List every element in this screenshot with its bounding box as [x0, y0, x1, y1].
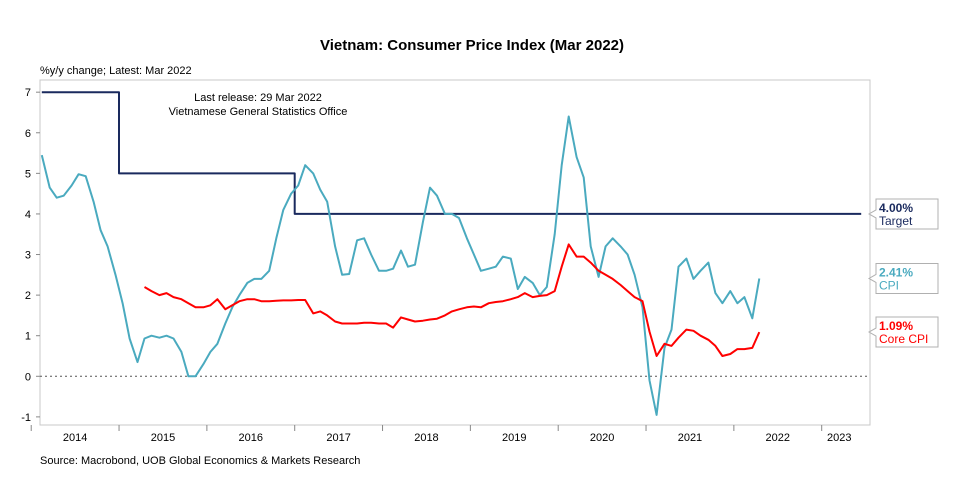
end-labels: 4.00%Target 2.41%CPI 1.09%Core CPI — [867, 198, 939, 348]
x-tick-label: 2021 — [678, 432, 702, 444]
y-tick-label: 4 — [25, 209, 31, 221]
source-note: Source: Macrobond, UOB Global Economics … — [40, 455, 360, 467]
chart-title: Vietnam: Consumer Price Index (Mar 2022) — [320, 37, 624, 54]
end-label-value: 2.41% — [879, 265, 913, 279]
end-label-name: Target — [879, 214, 913, 228]
end-label-name: CPI — [879, 278, 899, 292]
y-tick-label: 6 — [25, 128, 31, 140]
y-tick-label: -1 — [21, 412, 31, 424]
y-tick-label: 2 — [25, 290, 31, 302]
chart-subtitle: %y/y change; Latest: Mar 2022 — [40, 65, 192, 77]
end-label-box — [867, 316, 939, 348]
x-tick-label: 2015 — [151, 432, 175, 444]
plot-frame — [39, 79, 871, 426]
series-line-target — [41, 91, 862, 215]
x-axis: 2014 2015 2016 2017 2018 2019 2020 2021 2022 2023 — [30, 425, 852, 444]
x-tick-label: 2016 — [239, 432, 263, 444]
end-label-cpi: 2.41%CPI — [867, 262, 939, 294]
end-label-box — [867, 262, 939, 294]
series-line-core-cpi — [143, 243, 761, 357]
release-date-note: Last release: 29 Mar 2022 — [194, 92, 322, 104]
release-note: Last release: 29 Mar 2022 Vietnamese Gen… — [169, 92, 348, 118]
x-tick-label: 2014 — [63, 432, 87, 444]
x-tick-label: 2022 — [766, 432, 790, 444]
end-label-value: 4.00% — [879, 201, 913, 215]
x-tick-label: 2019 — [502, 432, 526, 444]
end-label-box — [867, 198, 939, 230]
x-tick-label: 2018 — [414, 432, 438, 444]
end-label-value: 1.09% — [879, 319, 913, 333]
y-axis: -1 0 1 2 3 4 5 6 7 — [21, 87, 40, 424]
series-line-cpi — [40, 115, 761, 416]
y-tick-label: 7 — [25, 87, 31, 99]
end-label-core-cpi: 1.09%Core CPI — [867, 316, 939, 348]
end-label-name: Core CPI — [879, 332, 928, 346]
series-lines — [40, 91, 870, 416]
y-tick-label: 5 — [25, 168, 31, 180]
x-tick-label: 2020 — [590, 432, 614, 444]
y-tick-label: 3 — [25, 250, 31, 262]
x-tick-label: 2017 — [326, 432, 350, 444]
x-tick-label: 2023 — [827, 432, 851, 444]
y-tick-label: 1 — [25, 331, 31, 343]
y-tick-label: 0 — [25, 371, 31, 383]
release-source-note: Vietnamese General Statistics Office — [169, 106, 348, 118]
end-label-target: 4.00%Target — [867, 198, 939, 230]
